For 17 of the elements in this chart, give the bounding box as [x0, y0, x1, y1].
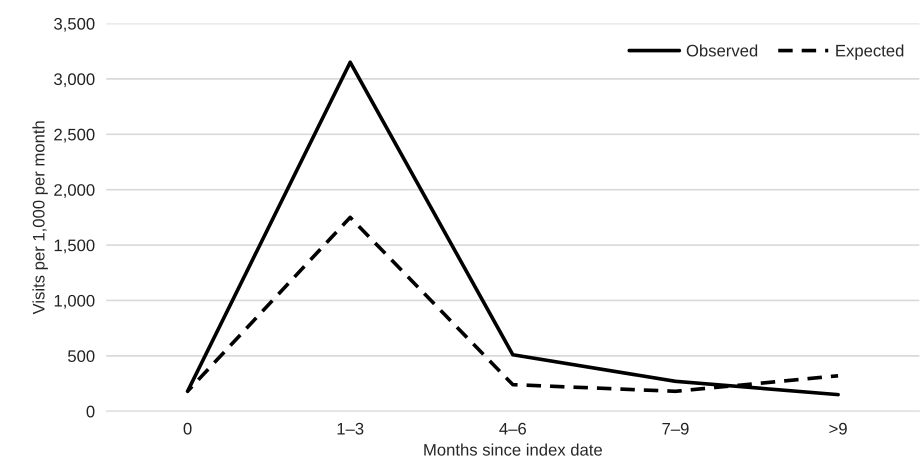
y-tick-label: 2,000: [54, 184, 94, 198]
x-tick-label: 0: [184, 422, 192, 435]
legend-label: Expected: [836, 44, 904, 60]
x-tick-label: 1–3: [338, 422, 364, 435]
y-tick-label: 0: [86, 406, 94, 418]
y-tick-label: 3,500: [54, 18, 94, 32]
x-tick-label: 4–6: [499, 422, 526, 435]
y-tick-label: 1,500: [54, 239, 94, 254]
y-tick-label: 500: [68, 350, 94, 362]
y-tick-label: 1,000: [54, 294, 94, 309]
y-tick-label: 2,500: [54, 128, 94, 142]
y-tick-label: 3,000: [54, 73, 94, 88]
x-tick-label: 7–9: [662, 422, 689, 435]
legend-label: Observed: [686, 44, 758, 57]
x-tick-label: >9: [829, 422, 847, 435]
x-axis-title: Months since index date: [424, 443, 602, 456]
y-axis-title: Visits per 1,000 per month: [32, 121, 48, 314]
